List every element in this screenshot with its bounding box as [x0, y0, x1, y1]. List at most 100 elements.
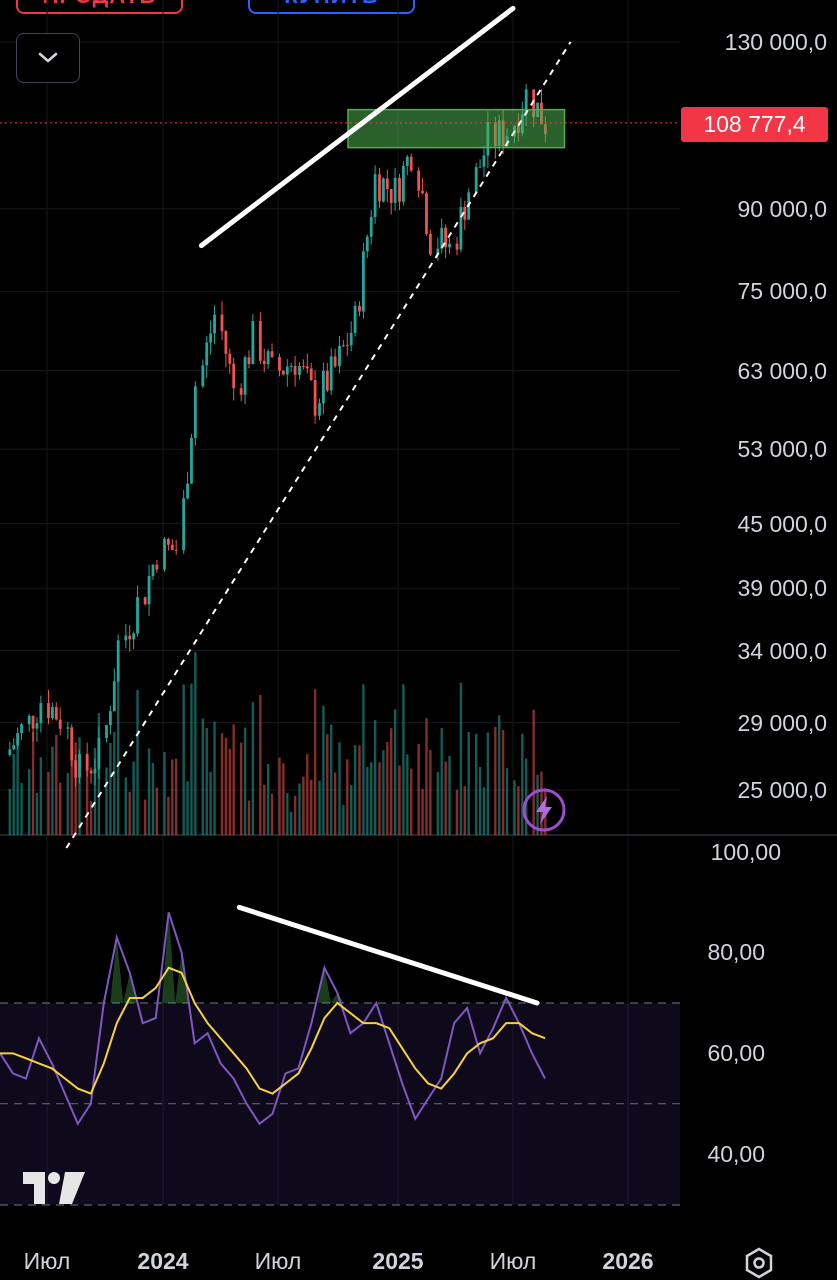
volume-bar — [124, 777, 128, 835]
volume-bar — [143, 799, 147, 835]
time-axis-label: Июл — [254, 1248, 302, 1274]
volume-bar — [39, 757, 43, 835]
candle — [190, 437, 193, 484]
volume-bar — [290, 811, 293, 835]
resistance-zone — [347, 108, 566, 149]
candle — [322, 370, 325, 404]
candle — [93, 768, 97, 774]
candle — [109, 711, 112, 726]
volume-bar — [513, 780, 516, 835]
volume-bar — [486, 732, 490, 835]
volume-bar — [209, 771, 212, 835]
volume-bar — [247, 800, 251, 835]
volume-bar — [93, 747, 97, 835]
time-axis-label: 2024 — [137, 1248, 189, 1274]
candle — [448, 243, 451, 248]
volume-bar — [398, 765, 401, 835]
candle — [209, 333, 213, 343]
candle — [373, 174, 377, 218]
price-axis-label: 45 000,0 — [737, 511, 827, 537]
volume-bar — [155, 787, 159, 835]
candle — [270, 351, 274, 358]
volume-bar — [310, 779, 313, 835]
volume-bar — [89, 801, 93, 835]
price-axis-label: 90 000,0 — [737, 196, 827, 222]
candle — [382, 178, 385, 202]
volume-bar — [239, 742, 243, 835]
volume-bar — [85, 756, 89, 835]
volume-bar — [429, 750, 432, 835]
candle — [205, 342, 209, 366]
rsi-overbought-fill — [317, 967, 331, 1003]
candle — [285, 366, 289, 375]
volume-bar — [16, 743, 19, 835]
candle — [147, 575, 151, 605]
candle — [362, 251, 365, 312]
settings-icon[interactable] — [743, 1247, 775, 1280]
candle — [243, 357, 247, 395]
volume-bar — [498, 715, 501, 835]
volume-bar — [366, 767, 369, 835]
price-axis-label: 25 000,0 — [737, 777, 827, 803]
volume-bar — [194, 652, 197, 835]
price-axis-label: 75 000,0 — [737, 278, 827, 304]
candle — [305, 366, 309, 369]
volume-bar — [201, 718, 205, 835]
volume-bar — [220, 733, 224, 835]
tradingview-logo — [23, 1172, 85, 1211]
candle — [428, 233, 432, 255]
volume-bar — [59, 782, 62, 835]
candle — [247, 357, 251, 365]
candle — [333, 356, 337, 367]
buy-button[interactable]: КУПИТЬ — [248, 0, 415, 14]
candle — [78, 753, 81, 778]
candle — [482, 155, 486, 167]
sell-button[interactable]: ПРОДАТЬ — [16, 0, 183, 14]
volume-bar — [402, 684, 405, 835]
candle — [402, 165, 405, 202]
volume-bar — [540, 771, 543, 835]
candle — [85, 753, 89, 771]
candle — [349, 333, 353, 346]
volume-bar — [147, 748, 151, 835]
candle — [220, 314, 224, 332]
candle — [389, 189, 393, 203]
volume-bar — [425, 718, 428, 835]
candle — [105, 725, 108, 738]
volume-bar — [105, 767, 108, 835]
candle — [31, 715, 35, 729]
price-axis-label: 53 000,0 — [737, 436, 827, 462]
price-axis-label: 63 000,0 — [737, 358, 827, 384]
volume-bar — [182, 684, 185, 835]
chevron-down-icon — [38, 52, 58, 63]
volume-bar — [342, 805, 345, 835]
lightning-icon[interactable] — [521, 787, 567, 838]
volume-bar — [532, 709, 535, 835]
price-axis-label: 34 000,0 — [737, 638, 827, 664]
candle — [421, 190, 424, 194]
volume-bar — [20, 783, 23, 835]
volume-bar — [167, 796, 170, 835]
price-axis-label: 39 000,0 — [737, 575, 827, 601]
candle — [409, 156, 413, 171]
rsi-axis-label: 100,00 — [710, 839, 781, 865]
volume-bar — [70, 746, 73, 835]
time-axis-label: Июл — [23, 1248, 71, 1274]
volume-bar — [151, 763, 155, 835]
candle — [163, 538, 166, 570]
volume-bar — [302, 776, 305, 835]
volume-bar — [263, 784, 266, 835]
volume-bar — [298, 783, 301, 835]
volume-bar — [370, 762, 373, 835]
candle — [213, 314, 216, 334]
volume-bar — [505, 768, 509, 835]
candle — [124, 635, 128, 641]
time-axis-label: 2026 — [602, 1248, 654, 1274]
volume-bar — [353, 745, 357, 835]
volume-bar — [406, 754, 409, 835]
volume-bar — [27, 769, 31, 835]
collapse-button[interactable] — [16, 33, 80, 83]
volume-bar — [55, 734, 58, 835]
volume-bar — [213, 721, 216, 835]
